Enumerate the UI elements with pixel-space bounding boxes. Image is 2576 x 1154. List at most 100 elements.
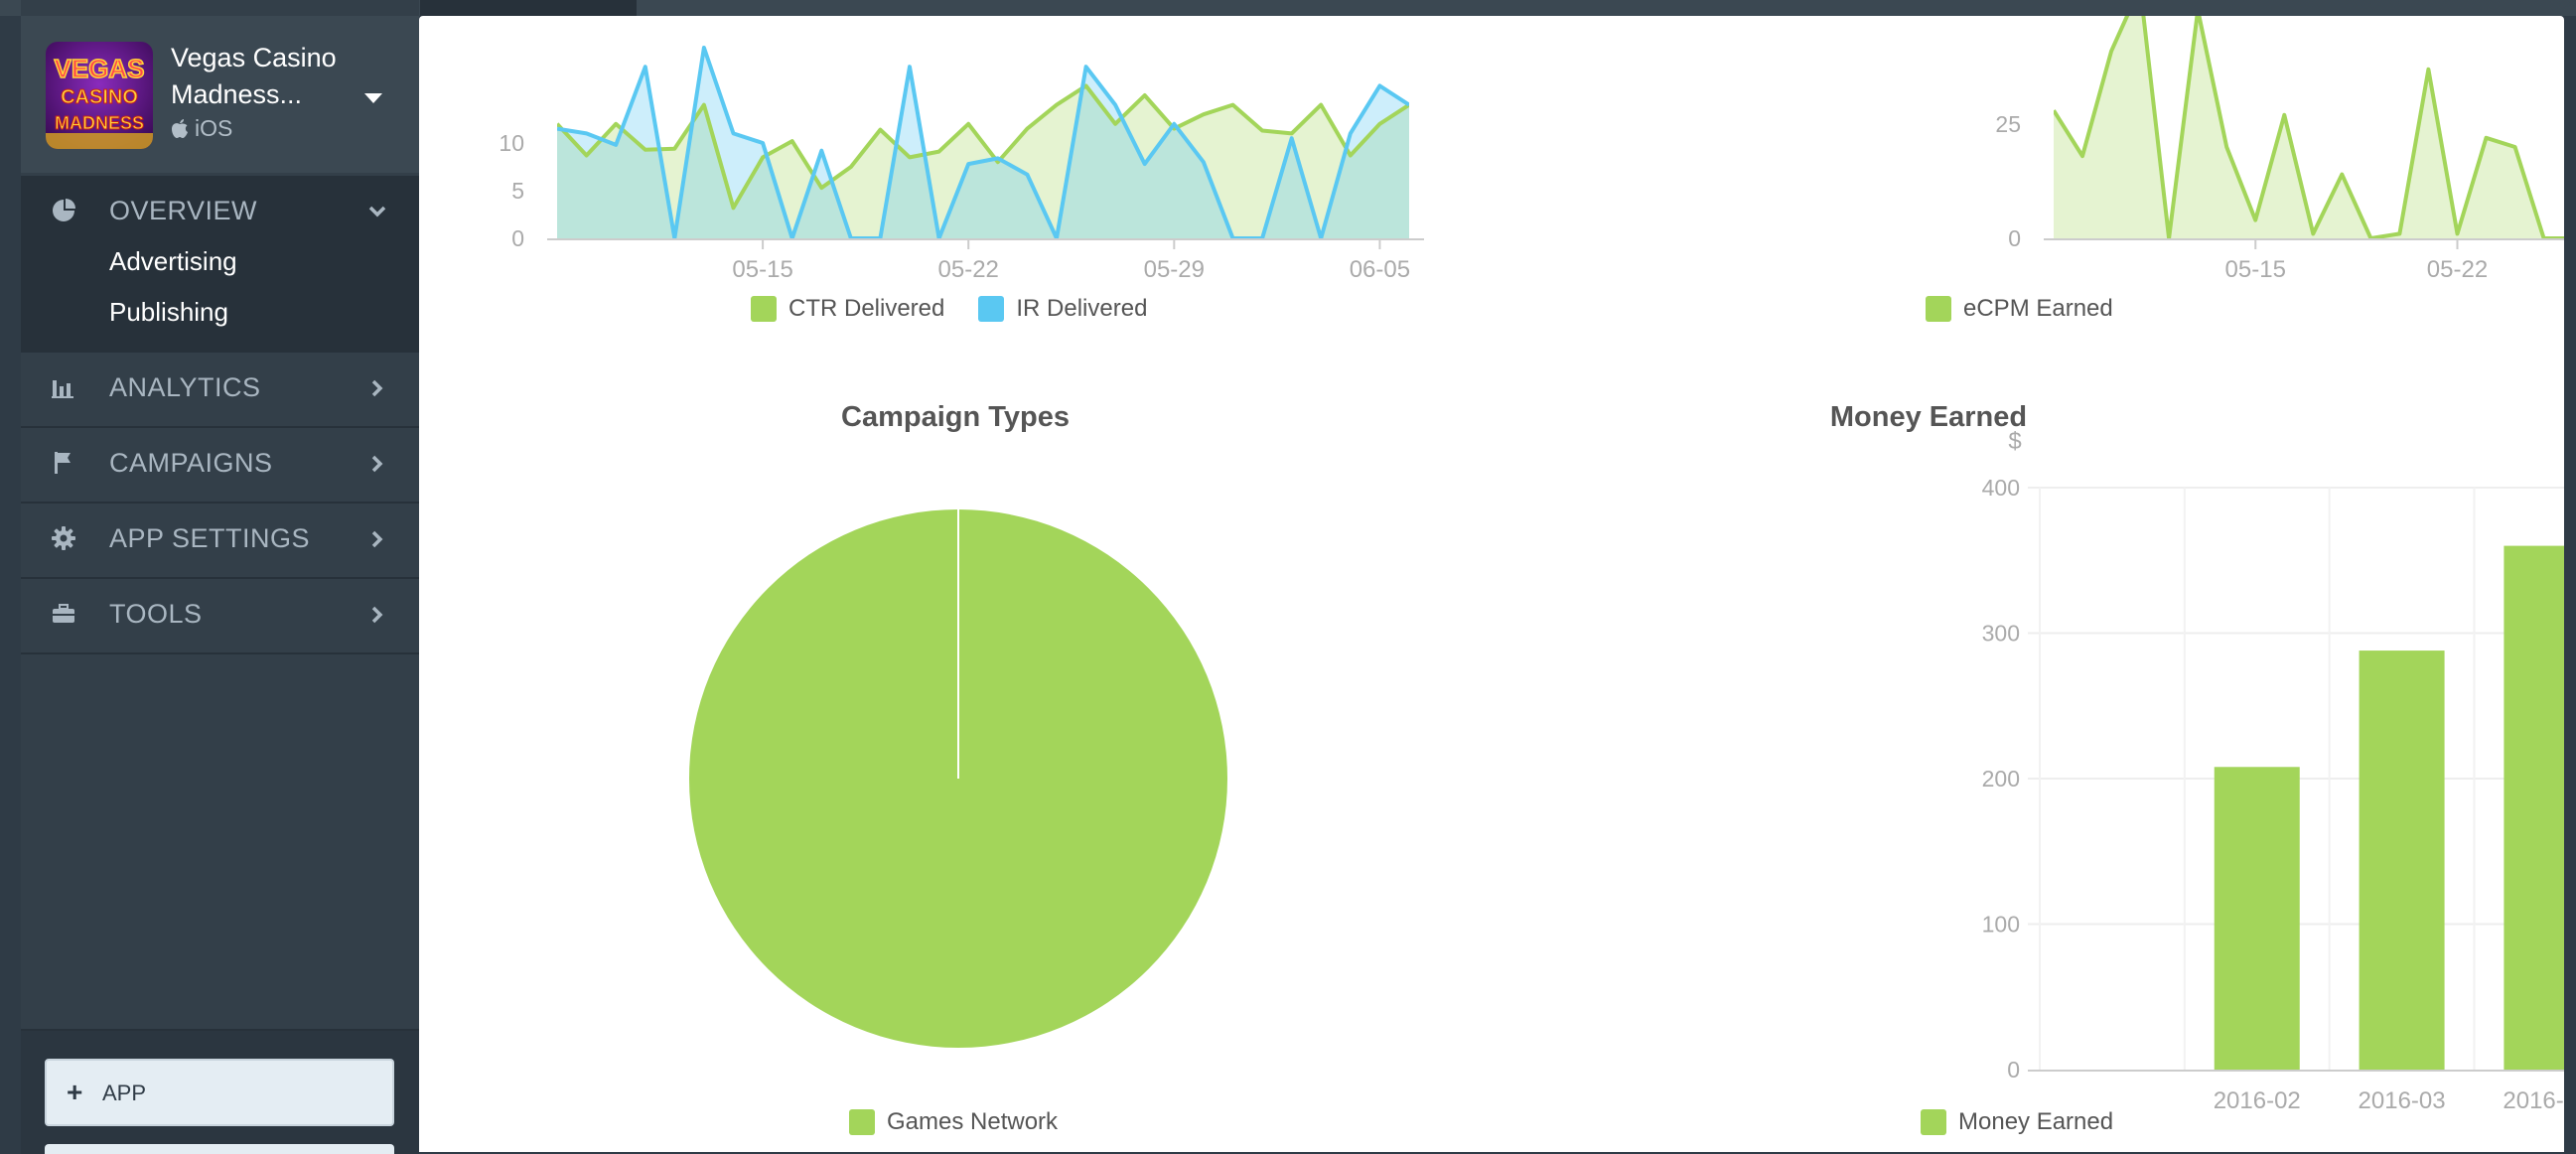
app-platform-label: iOS xyxy=(195,115,233,141)
legend-swatch xyxy=(1926,296,1951,322)
app-name-line1: Vegas Casino xyxy=(171,43,337,72)
nav-app-settings-label: APP SETTINGS xyxy=(109,523,311,553)
pie-chart-icon xyxy=(53,199,75,221)
x-tick-label: 05-15 xyxy=(732,256,792,283)
money-earned-title: Money Earned xyxy=(1829,401,2028,433)
x-tick-label: 2016-03 xyxy=(2359,1087,2446,1114)
x-tick-label: 05-22 xyxy=(2427,256,2488,283)
top-bar xyxy=(0,0,2576,16)
app-icon-text-2: CASINO xyxy=(61,86,138,108)
plus-icon: + xyxy=(67,1077,83,1107)
legend-item[interactable]: eCPM Earned xyxy=(1926,295,2113,323)
bar-chart-icon xyxy=(52,380,73,398)
app-switcher[interactable]: VEGAS CASINO MADNESS Vegas Casino Madnes… xyxy=(21,16,419,173)
y-tick-label: 100 xyxy=(1982,912,2020,938)
nav-advertising[interactable]: Advertising xyxy=(109,246,237,276)
nav-divider xyxy=(21,577,419,579)
ecpm-legend: eCPM Earned xyxy=(1926,295,2113,323)
x-tick-label: 05-22 xyxy=(938,256,999,283)
chevron-right-icon xyxy=(371,455,383,473)
sidebar-footer: + APP xyxy=(21,1029,419,1154)
app-platform: iOS xyxy=(171,115,232,142)
campaign-types-legend: Games Network xyxy=(849,1108,1058,1136)
main-content: 0 5 10 05-15 05-22 05-29 06-05 CTR Delivered I… xyxy=(419,16,2564,1152)
app-icon-text-3: MADNESS xyxy=(55,113,144,133)
legend-swatch xyxy=(1921,1109,1946,1135)
legend-label: CTR Delivered xyxy=(788,295,945,322)
bar xyxy=(2214,767,2300,1070)
apple-icon xyxy=(172,119,188,138)
x-tick-label: 05-15 xyxy=(2225,256,2286,283)
campaign-types-pie xyxy=(689,509,1227,1048)
add-app-label: APP xyxy=(102,1081,147,1105)
plot-area xyxy=(2054,16,2564,238)
y-tick-label: 0 xyxy=(2007,1057,2020,1082)
secondary-button[interactable] xyxy=(45,1144,394,1154)
x-tick-label: 2016-02 xyxy=(2214,1087,2301,1114)
x-tick-label: 05-29 xyxy=(1144,256,1205,283)
legend-swatch xyxy=(978,296,1005,322)
money-earned-chart: $01002003004002016-022016-032016-042016-… xyxy=(1982,428,2564,1114)
y-tick-label: 0 xyxy=(511,225,524,251)
series-line xyxy=(557,46,1409,238)
nav-overview[interactable]: OVERVIEW xyxy=(21,176,419,249)
nav-app-settings[interactable]: APP SETTINGS xyxy=(21,504,419,577)
campaign-types-title: Campaign Types xyxy=(841,401,1070,433)
nav-analytics-label: ANALYTICS xyxy=(109,372,261,402)
y-tick-label: 25 xyxy=(1995,111,2021,137)
legend-item[interactable]: Games Network xyxy=(849,1108,1058,1136)
nav-analytics[interactable]: ANALYTICS xyxy=(21,353,419,426)
nav-campaigns[interactable]: CAMPAIGNS xyxy=(21,428,419,502)
legend-item[interactable]: CTR Delivered xyxy=(751,295,944,323)
legend-label: Money Earned xyxy=(1958,1108,2114,1135)
app-icon: VEGAS CASINO MADNESS xyxy=(46,42,153,149)
y-tick-label: 5 xyxy=(511,178,524,204)
plot-area xyxy=(557,46,1409,238)
nav-tools[interactable]: TOOLS xyxy=(21,579,419,652)
overview-section: OVERVIEW Advertising Publishing xyxy=(21,176,419,353)
caret-down-icon[interactable] xyxy=(364,93,382,103)
app-icon-text-1: VEGAS xyxy=(54,54,144,83)
x-tick-label: 2016-04 xyxy=(2503,1087,2564,1114)
nav-tools-label: TOOLS xyxy=(109,599,203,629)
y-tick-label: 0 xyxy=(2008,225,2021,251)
y-tick-label: 10 xyxy=(499,130,524,156)
app-name-line2: Madness... xyxy=(171,79,303,109)
add-app-button[interactable]: + APP xyxy=(45,1059,394,1126)
bar xyxy=(2359,650,2445,1070)
nav-divider xyxy=(21,426,419,428)
chevron-right-icon xyxy=(371,379,383,397)
legend-label: eCPM Earned xyxy=(1963,295,2113,322)
series-area xyxy=(557,48,1409,238)
legend-swatch xyxy=(849,1109,875,1135)
x-tick-label: 06-05 xyxy=(1350,256,1410,283)
bar xyxy=(2504,545,2564,1070)
money-earned-legend: Money Earned xyxy=(1921,1108,2113,1136)
app-name: Vegas Casino Madness... xyxy=(171,40,359,113)
y-tick-label: 200 xyxy=(1982,766,2020,792)
sidebar: VEGAS CASINO MADNESS Vegas Casino Madnes… xyxy=(21,0,419,1154)
nav-divider xyxy=(21,502,419,504)
right-gutter xyxy=(2564,16,2576,1152)
toolbox-icon xyxy=(53,604,74,623)
nav-publishing[interactable]: Publishing xyxy=(109,297,228,327)
legend-item[interactable]: Money Earned xyxy=(1921,1108,2113,1136)
ctr-ir-legend: CTR Delivered IR Delivered xyxy=(751,295,1147,323)
nav-divider xyxy=(21,652,419,654)
legend-item[interactable]: IR Delivered xyxy=(978,295,1147,323)
gear-icon xyxy=(52,526,75,550)
y-tick-label: 300 xyxy=(1982,621,2020,647)
flag-icon xyxy=(55,452,71,474)
nav-overview-label: OVERVIEW xyxy=(109,196,258,225)
chevron-right-icon xyxy=(371,606,383,624)
legend-label: Games Network xyxy=(887,1108,1059,1135)
legend-swatch xyxy=(751,296,777,322)
chevron-down-icon xyxy=(368,206,386,217)
y-tick-label: 400 xyxy=(1982,475,2020,501)
top-bar-tab xyxy=(420,0,637,16)
legend-label: IR Delivered xyxy=(1016,295,1148,322)
series-line xyxy=(2054,16,2564,238)
ctr-ir-chart: 0 5 10 05-15 05-22 05-29 06-05 xyxy=(499,46,1424,283)
series-line xyxy=(557,83,1409,211)
